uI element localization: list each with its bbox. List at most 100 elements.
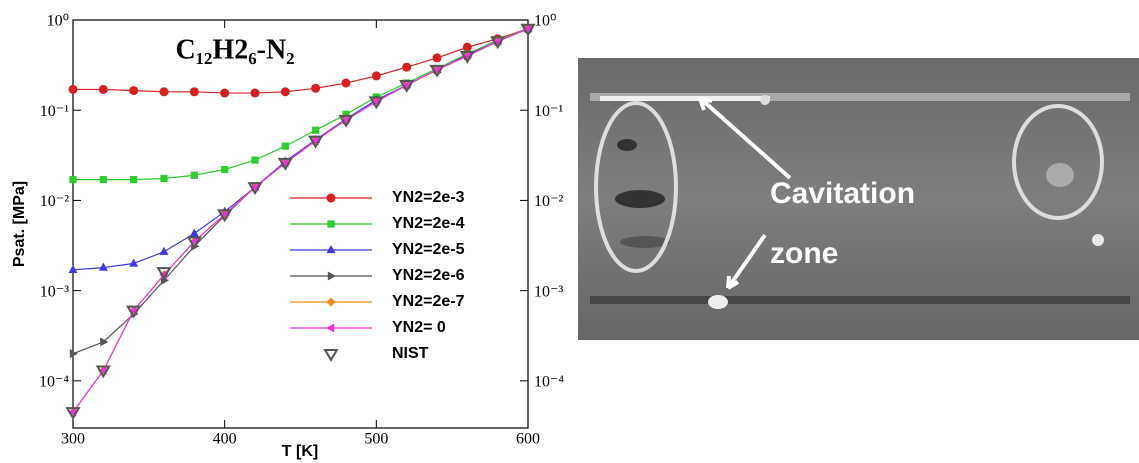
marker — [68, 84, 78, 94]
highlight-ellipse — [1012, 104, 1104, 220]
x-tick-label: 300 — [61, 431, 85, 448]
arrow — [726, 233, 767, 290]
legend-label: YN2=2e-6 — [392, 267, 465, 284]
y-tick-label: 10⁰ — [47, 13, 69, 30]
photo-background — [578, 58, 1139, 340]
legend-marker — [323, 348, 339, 362]
marker — [129, 258, 139, 267]
legend-marker — [327, 271, 336, 281]
marker — [247, 182, 263, 196]
marker — [399, 80, 415, 93]
bubble — [760, 95, 770, 105]
channel-wall — [590, 93, 1130, 101]
legend-label: YN2= 0 — [392, 319, 446, 336]
legend-label: YN2=2e-3 — [392, 189, 465, 206]
y-tick-label: 10⁻² — [40, 193, 69, 210]
marker — [159, 87, 169, 97]
marker — [459, 50, 475, 64]
legend-label: NIST — [392, 345, 429, 362]
bubble — [708, 295, 728, 309]
marker — [95, 365, 111, 379]
marker — [68, 264, 78, 273]
marker — [520, 23, 536, 37]
marker — [189, 228, 199, 237]
bubble — [1046, 163, 1074, 187]
streak — [600, 96, 770, 101]
marker — [98, 262, 108, 271]
bubble — [615, 190, 665, 208]
marker — [490, 36, 506, 50]
x-tick-label: 500 — [364, 431, 388, 448]
chart-title: C₁₂H2₆-N₂ — [175, 34, 294, 65]
highlight-ellipse — [594, 101, 678, 273]
series-line — [72, 28, 529, 271]
y-tick-label: 10⁻⁴ — [39, 374, 69, 391]
marker — [311, 83, 321, 93]
x-axis-label: T [K] — [282, 443, 318, 460]
series-line — [73, 28, 529, 181]
series — [65, 23, 536, 420]
y-tick-label: 10⁻¹ — [534, 103, 563, 120]
marker — [217, 209, 233, 223]
channel-wall — [590, 296, 1130, 304]
legend-marker — [326, 245, 336, 254]
legend-marker — [326, 323, 335, 333]
marker — [432, 53, 442, 63]
y-tick-label: 10⁻⁴ — [534, 374, 564, 391]
series — [68, 24, 533, 98]
marker — [69, 176, 77, 184]
marker — [368, 96, 384, 110]
marker — [308, 135, 324, 149]
marker — [129, 86, 139, 96]
marker — [69, 349, 78, 359]
marker — [338, 114, 354, 128]
legend-marker — [326, 297, 336, 307]
y-axis-label: Psat. [MPa] — [11, 181, 28, 267]
marker — [189, 87, 199, 97]
plot-frame — [72, 19, 529, 429]
x-tick-label: 600 — [516, 431, 540, 448]
series — [68, 23, 533, 273]
marker — [277, 157, 293, 171]
marker — [98, 84, 108, 94]
arrow — [698, 96, 792, 180]
series-line — [73, 28, 529, 94]
marker — [462, 42, 472, 52]
marker — [429, 64, 445, 78]
y-tick-label: 10⁰ — [534, 13, 556, 30]
legend-marker — [326, 193, 336, 203]
marker — [99, 176, 107, 184]
series-line — [72, 28, 529, 413]
marker — [341, 78, 351, 88]
legend-marker — [327, 220, 335, 228]
marker — [159, 246, 169, 255]
annotation: zone — [770, 237, 838, 270]
marker — [100, 337, 109, 347]
photo: Cavitation zone — [578, 58, 1139, 340]
legend-label: YN2=2e-5 — [392, 241, 465, 258]
marker — [312, 126, 320, 134]
marker — [250, 88, 260, 98]
marker — [156, 267, 172, 281]
y-tick-label: 10⁻² — [534, 193, 563, 210]
marker — [281, 142, 289, 150]
x-tick-label: 400 — [213, 431, 237, 448]
y-tick-label: 10⁻¹ — [40, 103, 69, 120]
bubble — [617, 139, 637, 151]
legend-label: YN2=2e-7 — [392, 293, 465, 310]
marker — [221, 165, 229, 174]
marker — [126, 305, 142, 319]
marker — [371, 71, 381, 81]
marker — [220, 88, 230, 98]
marker — [402, 62, 412, 72]
y-tick-label: 10⁻³ — [534, 283, 563, 300]
bubble — [620, 236, 670, 248]
marker — [65, 407, 81, 420]
marker — [251, 156, 259, 164]
legend-label: YN2=2e-4 — [392, 215, 465, 232]
marker — [280, 87, 290, 97]
bubble — [1092, 234, 1104, 246]
marker — [160, 174, 168, 183]
marker — [186, 236, 202, 250]
